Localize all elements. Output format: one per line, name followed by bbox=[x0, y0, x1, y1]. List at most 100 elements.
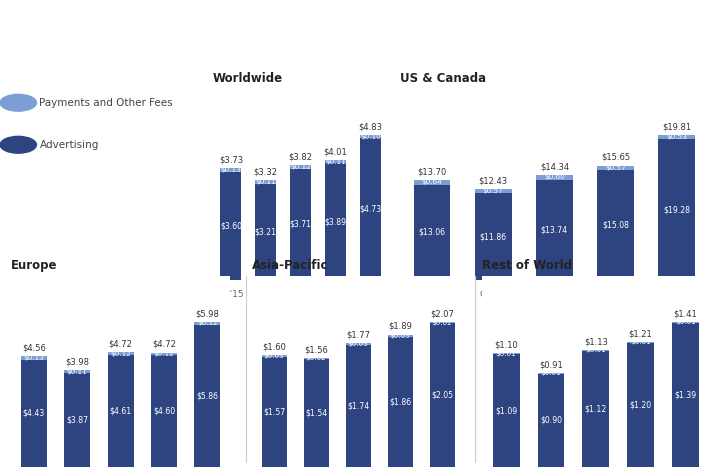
Bar bbox=[346, 345, 371, 467]
Bar bbox=[64, 373, 90, 467]
Text: $1.12: $1.12 bbox=[585, 404, 607, 413]
Text: $3.21: $3.21 bbox=[255, 227, 276, 236]
Bar bbox=[325, 163, 346, 280]
Text: $0.90: $0.90 bbox=[540, 416, 562, 425]
Text: $5.86: $5.86 bbox=[197, 391, 218, 400]
Bar bbox=[21, 356, 47, 360]
Bar bbox=[304, 359, 329, 467]
Text: $1.74: $1.74 bbox=[347, 402, 369, 410]
Text: $0.64: $0.64 bbox=[422, 179, 442, 185]
Text: $1.54: $1.54 bbox=[305, 409, 328, 417]
Bar bbox=[672, 322, 699, 323]
Text: $0.12: $0.12 bbox=[153, 351, 174, 357]
Text: $3.60: $3.60 bbox=[220, 222, 242, 231]
Bar bbox=[538, 373, 564, 374]
Text: $3.98: $3.98 bbox=[66, 358, 89, 367]
Bar bbox=[220, 172, 241, 280]
Text: $3.87: $3.87 bbox=[66, 416, 89, 425]
Bar bbox=[151, 353, 177, 355]
Text: $1.56: $1.56 bbox=[305, 345, 328, 354]
Bar bbox=[475, 189, 512, 193]
Text: $4.61: $4.61 bbox=[109, 407, 132, 416]
Bar bbox=[475, 193, 512, 280]
Text: Worldwide: Worldwide bbox=[212, 72, 282, 85]
Bar bbox=[582, 351, 609, 467]
Bar bbox=[536, 175, 572, 180]
Text: $0.03: $0.03 bbox=[348, 341, 369, 347]
Text: $1.89: $1.89 bbox=[388, 322, 412, 331]
Text: $0.12: $0.12 bbox=[290, 164, 311, 170]
Text: $1.41: $1.41 bbox=[674, 309, 697, 318]
Text: $4.43: $4.43 bbox=[22, 409, 45, 418]
Text: $0.11: $0.11 bbox=[67, 369, 88, 375]
Text: $0.02: $0.02 bbox=[432, 319, 453, 325]
Text: $4.01: $4.01 bbox=[323, 148, 347, 156]
Text: $13.06: $13.06 bbox=[418, 228, 446, 237]
Bar bbox=[627, 343, 654, 467]
Text: $4.60: $4.60 bbox=[153, 407, 175, 416]
Bar bbox=[627, 342, 654, 343]
Text: $3.71: $3.71 bbox=[289, 220, 312, 229]
Bar bbox=[414, 180, 451, 184]
Text: $0.13: $0.13 bbox=[24, 355, 44, 361]
Bar bbox=[538, 374, 564, 467]
Bar bbox=[536, 180, 572, 280]
Text: $1.60: $1.60 bbox=[262, 342, 286, 351]
Bar bbox=[430, 323, 455, 467]
Text: $4.56: $4.56 bbox=[22, 344, 46, 353]
Bar bbox=[256, 180, 276, 184]
Bar bbox=[360, 135, 381, 138]
Text: US & Canada: US & Canada bbox=[400, 72, 486, 85]
Text: $0.03: $0.03 bbox=[264, 353, 284, 359]
Bar bbox=[194, 325, 220, 467]
Text: $0.01: $0.01 bbox=[585, 347, 606, 354]
Text: $0.10: $0.10 bbox=[360, 134, 381, 140]
Text: $0.01: $0.01 bbox=[496, 351, 516, 356]
Text: $3.32: $3.32 bbox=[253, 168, 278, 177]
Circle shape bbox=[0, 94, 37, 111]
Text: $4.83: $4.83 bbox=[359, 122, 382, 132]
Bar bbox=[387, 334, 413, 337]
Text: $13.70: $13.70 bbox=[418, 167, 446, 176]
Text: $5.98: $5.98 bbox=[195, 309, 220, 318]
Circle shape bbox=[0, 136, 37, 153]
Text: $0.03: $0.03 bbox=[390, 333, 410, 339]
Bar bbox=[256, 184, 276, 280]
Text: Europe: Europe bbox=[11, 259, 58, 272]
Text: $1.13: $1.13 bbox=[584, 337, 608, 347]
Text: $14.34: $14.34 bbox=[540, 163, 569, 171]
Text: $4.73: $4.73 bbox=[359, 205, 382, 214]
Bar bbox=[325, 160, 346, 163]
Text: $3.73: $3.73 bbox=[219, 156, 243, 164]
Bar bbox=[21, 360, 47, 467]
Text: $15.65: $15.65 bbox=[601, 153, 630, 162]
Text: $0.60: $0.60 bbox=[544, 174, 564, 180]
Text: $15.08: $15.08 bbox=[602, 220, 629, 229]
Bar bbox=[658, 135, 695, 139]
Text: $1.39: $1.39 bbox=[675, 390, 696, 399]
Text: $0.11: $0.11 bbox=[256, 179, 276, 185]
Text: $4.72: $4.72 bbox=[152, 340, 176, 349]
Text: $0.12: $0.12 bbox=[110, 351, 131, 357]
Text: $0.02: $0.02 bbox=[306, 355, 327, 361]
Text: $19.28: $19.28 bbox=[663, 205, 690, 214]
Bar bbox=[360, 138, 381, 280]
Bar bbox=[64, 370, 90, 373]
Text: $1.57: $1.57 bbox=[264, 408, 285, 417]
Text: $0.01: $0.01 bbox=[541, 370, 562, 376]
Text: $4.72: $4.72 bbox=[109, 340, 132, 349]
Text: Advertising: Advertising bbox=[40, 140, 99, 150]
Text: $1.09: $1.09 bbox=[495, 406, 517, 415]
Text: $0.01: $0.01 bbox=[630, 339, 651, 345]
Text: $11.86: $11.86 bbox=[480, 232, 507, 241]
Text: Asia-Pacific: Asia-Pacific bbox=[252, 259, 328, 272]
Text: $2.07: $2.07 bbox=[431, 309, 454, 318]
Bar bbox=[290, 165, 311, 169]
Text: Rest of World: Rest of World bbox=[482, 259, 572, 272]
Bar bbox=[290, 169, 311, 280]
Bar bbox=[414, 184, 451, 280]
Text: $19.81: $19.81 bbox=[662, 122, 691, 132]
Bar bbox=[597, 166, 634, 170]
Text: $13.74: $13.74 bbox=[541, 226, 568, 234]
Bar bbox=[582, 350, 609, 351]
